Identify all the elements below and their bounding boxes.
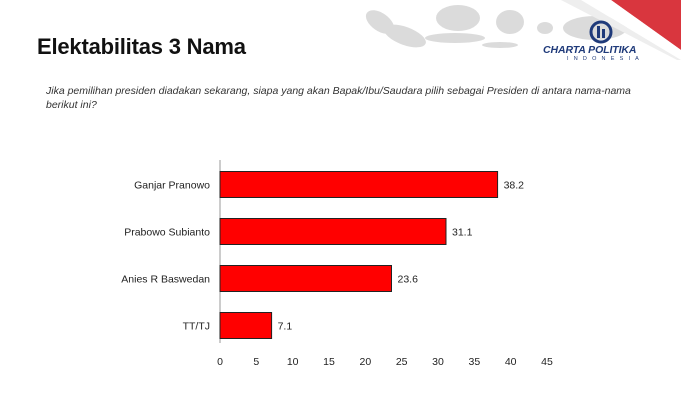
bar: [219, 171, 499, 198]
x-tick-label: 5: [253, 356, 259, 368]
category-label: Prabowo Subianto: [124, 227, 210, 239]
x-tick-label: 25: [396, 356, 408, 368]
x-tick-label: 35: [468, 356, 480, 368]
survey-question: Jika pemilihan presiden diadakan sekaran…: [46, 85, 631, 111]
data-label: 31.1: [452, 227, 473, 239]
bar: [219, 312, 273, 339]
category-label: Ganjar Pranowo: [134, 180, 210, 192]
data-label: 7.1: [278, 321, 293, 333]
logo-mark-icon: [589, 20, 613, 44]
x-tick-label: 15: [323, 356, 335, 368]
corner-accent: [561, 0, 681, 60]
logo-name: CHARTA POLITIKA: [543, 44, 637, 56]
x-tick-label: 10: [287, 356, 299, 368]
slide-title: Elektabilitas 3 Nama: [37, 34, 246, 59]
logo-sub: INDONESIA: [567, 56, 645, 62]
data-label: 38.2: [504, 180, 525, 192]
x-tick-label: 45: [541, 356, 553, 368]
charta-politika-logo: CHARTA POLITIKA INDONESIA: [543, 20, 663, 66]
bar: [219, 218, 447, 245]
x-tick-label: 30: [432, 356, 444, 368]
data-label: 23.6: [397, 274, 418, 286]
bar: [219, 265, 392, 292]
x-tick-label: 40: [505, 356, 517, 368]
x-tick-label: 0: [217, 356, 223, 368]
category-label: Anies R Baswedan: [121, 274, 210, 286]
x-tick-label: 20: [359, 356, 371, 368]
category-label: TT/TJ: [183, 321, 210, 333]
